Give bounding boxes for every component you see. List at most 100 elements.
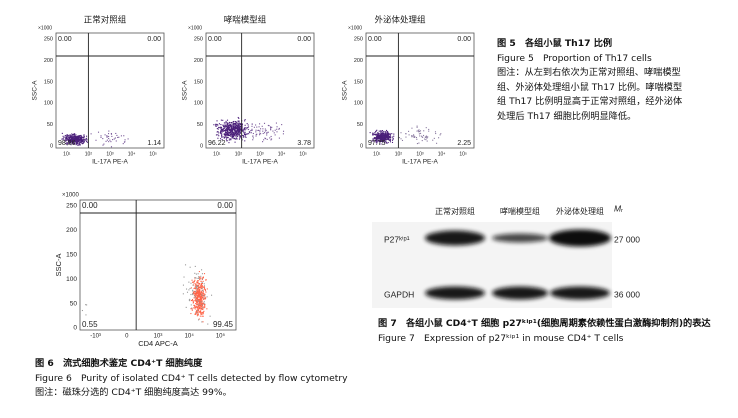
event-dot: [244, 128, 246, 130]
event-dot: [226, 127, 228, 129]
event-dot: [83, 141, 85, 143]
event-dot: [376, 138, 378, 140]
event-dot: [204, 290, 207, 292]
x-axis-label: CD4 APC-A: [138, 339, 178, 348]
event-dot: [203, 286, 205, 288]
event-dot: [218, 132, 220, 134]
event-dot: [381, 134, 383, 137]
event-dot: [221, 131, 223, 133]
event-dot: [108, 135, 110, 138]
event-dot: [378, 140, 380, 143]
event-dot: [376, 141, 378, 143]
event-dot: [71, 134, 73, 136]
quadrant-value: 96.22: [208, 140, 226, 147]
event-dot: [236, 129, 238, 131]
event-dot: [205, 291, 207, 293]
x-axis-label: IL-17A PE-A: [242, 159, 278, 166]
event-dot: [374, 137, 376, 139]
event-dot: [239, 130, 241, 132]
event-dot: [189, 298, 191, 300]
event-dot: [195, 312, 197, 314]
event-dot: [196, 289, 198, 291]
event-dot: [278, 127, 280, 130]
event-dot: [229, 128, 231, 130]
event-dot: [229, 130, 231, 132]
event-dot: [192, 292, 194, 294]
event-dot: [243, 129, 245, 131]
event-dot: [382, 136, 384, 139]
event-dot: [386, 132, 388, 134]
event-dot: [127, 138, 129, 140]
event-dot: [228, 125, 230, 127]
event-dot: [426, 140, 428, 142]
x-tick-label: 10⁴: [185, 333, 195, 340]
event-dot: [231, 137, 233, 139]
quadrant-value: 0.00: [457, 36, 471, 43]
event-dot: [74, 135, 76, 137]
event-dot: [380, 134, 382, 136]
event-dot: [379, 135, 381, 137]
event-dot: [244, 129, 246, 131]
event-dot: [73, 134, 75, 136]
event-dot: [270, 135, 272, 138]
event-dot: [195, 288, 197, 290]
event-dot: [415, 136, 418, 139]
event-dot: [242, 128, 244, 130]
quadrant-value: 97.75: [368, 140, 386, 147]
event-dot: [199, 304, 201, 306]
event-dot: [71, 138, 73, 140]
event-dot: [201, 273, 204, 275]
event-dot: [76, 139, 78, 141]
event-dot: [223, 136, 225, 138]
x-axis-label: IL-17A PE-A: [92, 159, 128, 166]
event-dot: [226, 129, 228, 131]
event-dot: [199, 303, 201, 305]
event-dot: [77, 135, 79, 137]
event-dot: [259, 130, 261, 132]
event-dot: [383, 133, 385, 135]
event-dot: [233, 128, 235, 130]
event-dot: [81, 309, 83, 312]
event-dot: [426, 136, 428, 138]
event-dot: [230, 123, 232, 126]
event-dot: [369, 132, 371, 134]
event-dot: [263, 122, 266, 124]
y-tick-label: 200: [194, 58, 203, 64]
event-dot: [238, 123, 240, 125]
event-dot: [196, 280, 199, 282]
event-dot: [77, 137, 79, 139]
event-dot: [97, 131, 100, 133]
event-dot: [202, 311, 204, 313]
event-dot: [75, 142, 77, 144]
event-dot: [82, 142, 85, 144]
event-dot: [232, 129, 234, 132]
event-dot: [77, 142, 79, 144]
event-dot: [223, 133, 225, 135]
event-dot: [228, 127, 230, 129]
event-dot: [200, 309, 202, 311]
event-dot: [202, 298, 204, 300]
event-dot: [387, 133, 389, 136]
x-tick-label: 10²: [85, 151, 93, 157]
event-dot: [106, 139, 108, 141]
event-dot: [236, 137, 238, 139]
event-dot: [388, 137, 390, 139]
event-dot: [237, 124, 239, 126]
event-dot: [192, 300, 194, 302]
event-dot: [386, 133, 389, 135]
event-dot: [73, 135, 75, 137]
event-dot: [192, 294, 194, 296]
event-dot: [416, 143, 418, 145]
event-dot: [227, 123, 229, 125]
event-dot: [189, 287, 191, 290]
event-dot: [381, 139, 383, 141]
event-dot: [375, 135, 378, 137]
event-dot: [225, 135, 227, 137]
event-dot: [384, 135, 387, 137]
event-dot: [198, 276, 200, 278]
quadrant-value: 99.45: [213, 320, 234, 329]
quadrant-value: 0.00: [147, 36, 161, 43]
event-dot: [198, 301, 200, 303]
event-dot: [243, 133, 246, 136]
event-dot: [201, 312, 203, 314]
